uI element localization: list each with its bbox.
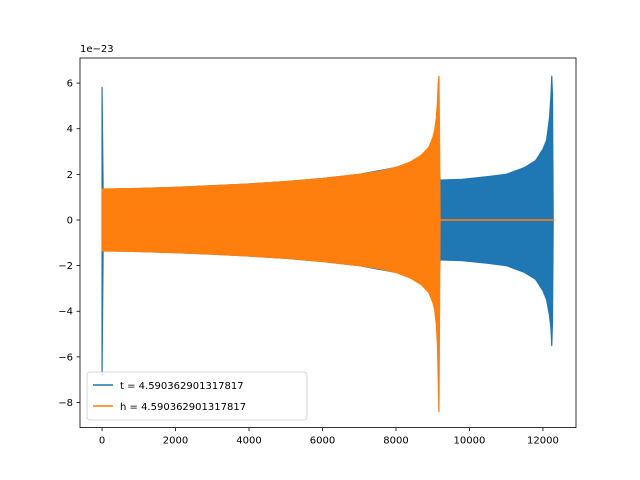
- x-axis: 0 2000 4000 6000 8000 10000 12000: [99, 427, 559, 447]
- y-tick-label: −2: [58, 261, 73, 272]
- plot-area: [101, 75, 555, 413]
- y-axis: −8 −6 −4 −2 0 2 4 6: [58, 79, 80, 409]
- legend-label-2: h = 4.590362901317817: [120, 402, 246, 413]
- legend-box: [86, 371, 308, 421]
- x-tick-label: 10000: [454, 436, 486, 447]
- legend: t = 4.590362901317817 h = 4.5903629013178…: [86, 371, 308, 421]
- y-tick-label: 6: [67, 79, 73, 90]
- legend-label-1: t = 4.590362901317817: [120, 381, 244, 392]
- axes-frame: [79, 57, 577, 429]
- x-tick-label: 2000: [163, 436, 188, 447]
- y-tick-label: 4: [67, 124, 73, 135]
- x-tick-label: 0: [99, 436, 105, 447]
- y-tick-label: −8: [58, 398, 73, 409]
- x-tick-label: 8000: [383, 436, 408, 447]
- y-tick-label: −4: [58, 307, 73, 318]
- y-offset-text: 1e−23: [80, 44, 114, 55]
- y-tick-label: 2: [67, 170, 73, 181]
- y-tick-label: −6: [58, 352, 73, 363]
- y-tick-label: 0: [67, 215, 73, 226]
- x-tick-label: 12000: [527, 436, 559, 447]
- x-tick-label: 6000: [310, 436, 335, 447]
- x-tick-label: 4000: [236, 436, 261, 447]
